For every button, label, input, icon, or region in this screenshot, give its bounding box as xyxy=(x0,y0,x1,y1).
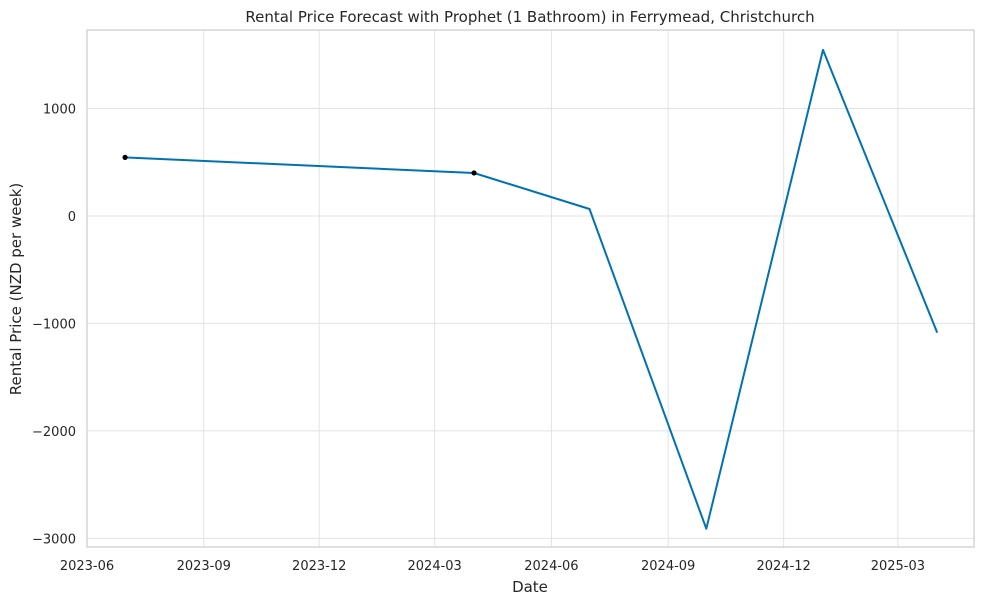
y-tick-label: −1000 xyxy=(32,317,76,332)
x-tick-label: 2023-12 xyxy=(292,559,346,574)
x-axis-label: Date xyxy=(512,578,548,596)
x-tick-label: 2023-09 xyxy=(177,559,231,574)
y-tick-label: 0 xyxy=(68,210,76,225)
forecast-line xyxy=(125,48,939,530)
plot-frame xyxy=(86,29,975,548)
observed-point xyxy=(471,170,477,176)
x-tick-label: 2024-03 xyxy=(408,559,462,574)
grid xyxy=(86,30,974,547)
y-tick-label: −2000 xyxy=(32,425,76,440)
chart-title: Rental Price Forecast with Prophet (1 Ba… xyxy=(245,8,814,26)
y-tick-label: 1000 xyxy=(43,102,76,117)
tick-labels: 2023-06 2023-09 2023-12 2024-03 2024-06 2024-… xyxy=(32,102,925,574)
x-tick-label: 2023-06 xyxy=(60,559,114,574)
x-tick-label: 2024-12 xyxy=(756,559,810,574)
x-tick-label: 2024-09 xyxy=(641,559,695,574)
series-layer xyxy=(122,48,939,530)
x-tick-label: 2025-03 xyxy=(871,559,925,574)
observed-point xyxy=(122,154,128,160)
y-axis-label: Rental Price (NZD per week) xyxy=(7,183,25,395)
x-tick-label: 2024-06 xyxy=(524,559,578,574)
y-tick-label: −3000 xyxy=(32,532,76,547)
